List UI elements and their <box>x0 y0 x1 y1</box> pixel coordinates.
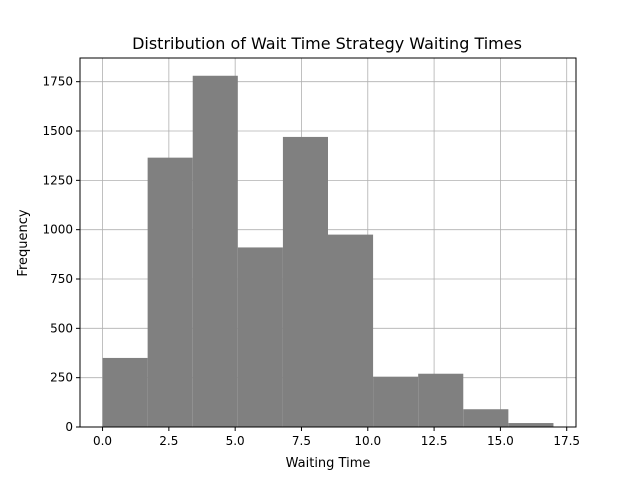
y-tick-label: 1750 <box>42 75 73 89</box>
bars <box>102 75 554 428</box>
y-axis-ticks: 0 250 500 750 1000 1250 1500 1750 <box>42 75 80 434</box>
y-tick-label: 1000 <box>42 223 73 237</box>
x-tick-label: 7.5 <box>292 434 311 448</box>
histogram-bar <box>237 247 283 427</box>
histogram-bar <box>328 234 374 427</box>
y-tick-label: 250 <box>50 371 73 385</box>
x-tick-label: 0.0 <box>93 434 112 448</box>
y-tick-label: 1500 <box>42 124 73 138</box>
histogram-bar <box>418 373 464 427</box>
x-tick-label: 2.5 <box>159 434 178 448</box>
histogram-bar <box>282 136 328 427</box>
histogram-bar <box>508 423 554 427</box>
histogram-bar <box>102 357 148 427</box>
histogram-bar <box>463 409 509 427</box>
x-tick-label: 17.5 <box>553 434 580 448</box>
x-axis-ticks: 0.0 2.5 5.0 7.5 10.0 12.5 15.0 17.5 <box>93 427 580 448</box>
x-tick-label: 5.0 <box>226 434 245 448</box>
y-tick-label: 0 <box>65 420 73 434</box>
plot-frame <box>79 57 577 428</box>
x-tick-label: 12.5 <box>421 434 448 448</box>
y-axis-label: Frequency <box>16 209 31 276</box>
x-tick-label: 10.0 <box>354 434 381 448</box>
histogram-bar <box>373 376 419 427</box>
x-axis-label: Waiting Time <box>286 456 371 471</box>
chart-title: Distribution of Wait Time Strategy Waiti… <box>132 34 522 53</box>
histogram-bar <box>147 157 193 428</box>
y-tick-label: 500 <box>50 321 73 335</box>
y-tick-label: 750 <box>50 272 73 286</box>
x-tick-label: 15.0 <box>487 434 514 448</box>
y-tick-label: 1250 <box>42 173 73 187</box>
histogram-bar <box>192 75 238 427</box>
